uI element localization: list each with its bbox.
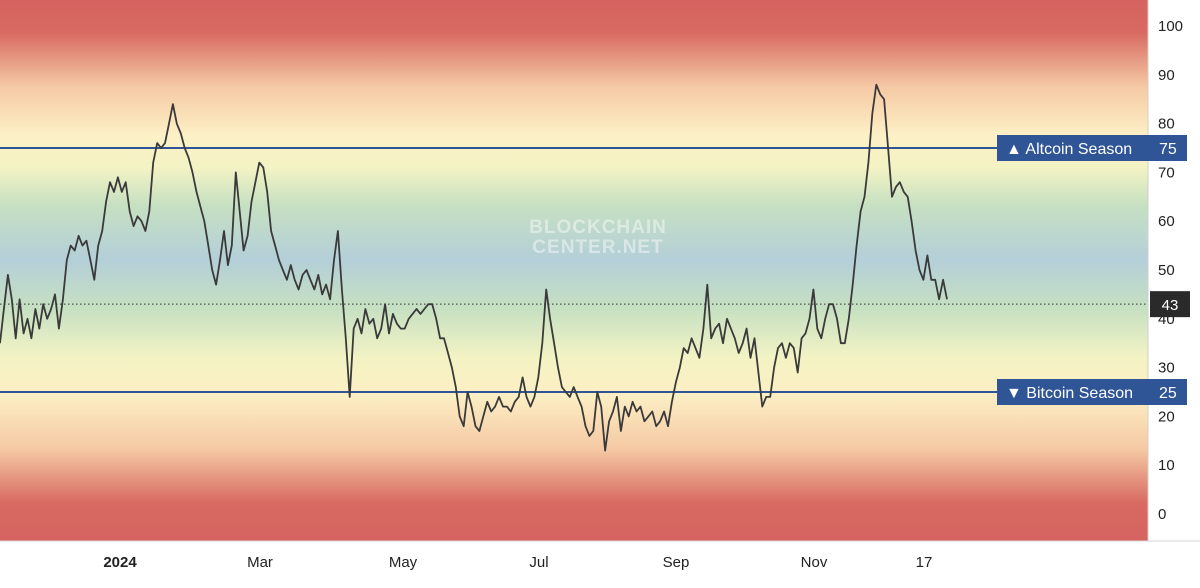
y-tick-label: 60 [1158,213,1175,230]
series-line [0,83,948,452]
y-tick-label: 80 [1158,116,1175,133]
y-tick-label: 70 [1158,164,1175,181]
threshold-value-label: 25 [1159,385,1177,402]
y-tick-label: 50 [1158,262,1175,279]
x-tick-label: Sep [663,554,690,571]
threshold-lines [0,147,1148,393]
plot-background [0,0,1148,541]
current-value-box [1150,291,1190,318]
threshold-label: ▼ Bitcoin Season [1006,385,1133,402]
threshold-label-box [997,135,1187,161]
y-tick-label: 100 [1158,18,1183,35]
y-tick-label: 90 [1158,67,1175,84]
x-tick-label: 17 [916,554,933,571]
x-axis-ticks: 2024 Mar May Jul Sep Nov 17 [103,554,932,571]
watermark-line-1: BLOCKCHAIN [529,217,667,238]
threshold-label: ▲ Altcoin Season [1006,141,1132,158]
x-tick-label: Mar [247,554,273,571]
y-tick-label: 20 [1158,408,1175,425]
y-tick-label: 10 [1158,457,1175,474]
current-value-label: 43 [1150,291,1190,318]
watermark: BLOCKCHAIN CENTER.NET [529,217,667,258]
x-tick-label: Jul [529,554,548,571]
right-axis-area [1148,0,1200,541]
watermark-line-2: CENTER.NET [532,237,663,258]
threshold-label-box [997,379,1187,405]
x-tick-label: May [389,554,418,571]
y-tick-label: 30 [1158,360,1175,377]
current-value-text: 43 [1162,297,1179,314]
x-tick-label: Nov [801,554,828,571]
y-tick-label: 0 [1158,506,1166,523]
threshold-labels: ▲ Altcoin Season 75 ▼ Bitcoin Season 25 [997,135,1187,405]
x-tick-label: 2024 [103,554,137,571]
threshold-value-label: 75 [1159,141,1177,158]
